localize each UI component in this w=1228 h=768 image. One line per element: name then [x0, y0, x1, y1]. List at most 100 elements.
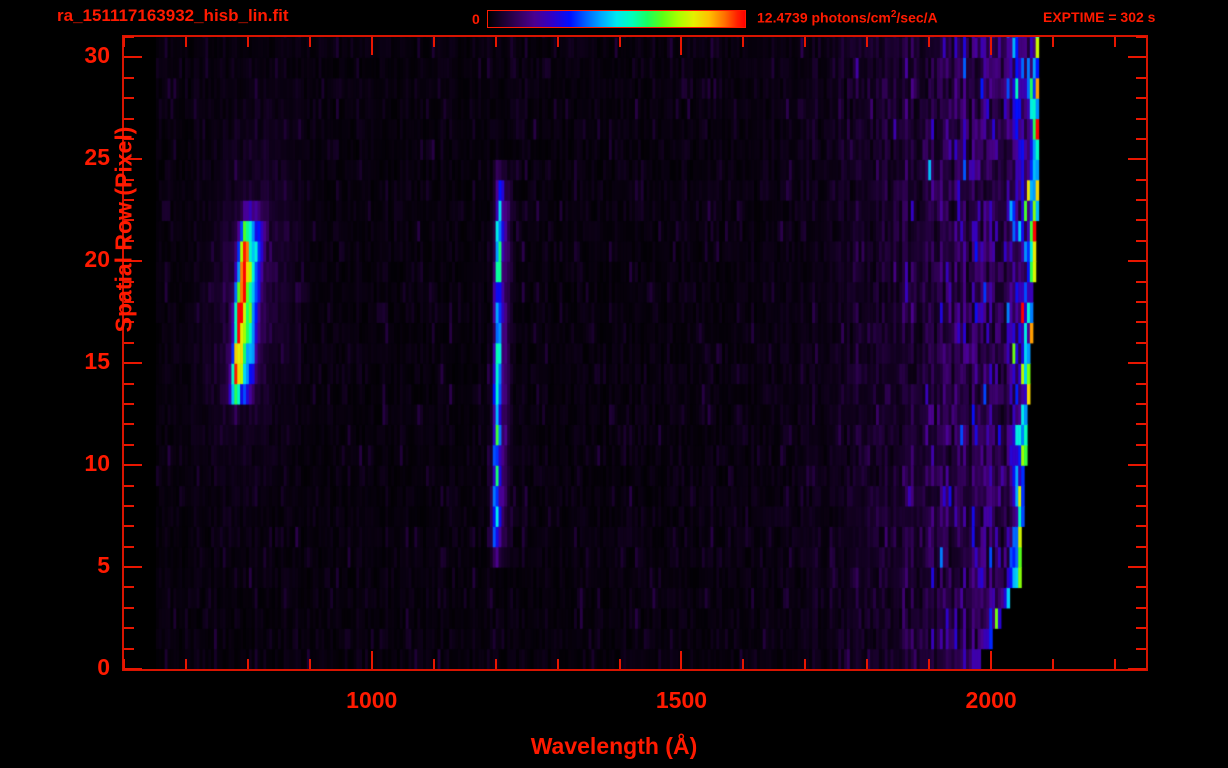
axis-tick — [1052, 659, 1055, 669]
axis-tick — [124, 260, 142, 263]
axis-tick — [124, 504, 134, 507]
axis-tick — [308, 659, 311, 669]
axis-tick — [124, 56, 142, 59]
colorbar-max-value: 12.4739 photons/cm — [757, 9, 891, 26]
axis-tick — [124, 239, 134, 242]
axis-tick — [124, 36, 134, 38]
axis-tick — [308, 37, 311, 47]
axis-tick — [184, 37, 187, 47]
axis-tick — [124, 443, 134, 446]
axis-tick — [124, 301, 134, 304]
axis-tick — [124, 280, 134, 283]
x-tick-label: 2000 — [965, 687, 1017, 713]
axis-tick — [1136, 525, 1146, 528]
y-tick-label: 30 — [84, 42, 110, 69]
plot-frame — [122, 35, 1148, 671]
axis-tick — [1128, 260, 1146, 263]
axis-tick — [370, 651, 373, 669]
axis-tick — [124, 668, 142, 670]
axis-tick — [124, 464, 142, 467]
axis-tick — [804, 37, 807, 47]
x-tick-label: 1000 — [346, 687, 398, 713]
axis-tick — [1114, 37, 1117, 47]
axis-tick — [1136, 586, 1146, 589]
axis-tick — [124, 586, 134, 589]
x-axis-title: Wavelength (Å) — [0, 733, 1228, 760]
axis-tick — [124, 545, 134, 548]
axis-tick — [1136, 423, 1146, 426]
y-tick-label: 0 — [97, 654, 110, 680]
axis-tick — [1136, 301, 1146, 304]
axis-tick — [1136, 117, 1146, 120]
spectrogram-canvas — [124, 37, 1146, 669]
axis-tick — [742, 37, 745, 47]
axis-tick — [1136, 199, 1146, 202]
colorbar-max-label: 12.4739 photons/cm2/sec/A — [757, 9, 938, 26]
axis-tick — [556, 659, 559, 669]
axis-tick — [123, 659, 125, 669]
axis-tick — [246, 659, 249, 669]
y-tick-label: 15 — [84, 348, 110, 375]
x-axis-title-tail: ) — [689, 733, 698, 759]
colorbar — [487, 10, 746, 28]
axis-tick — [1128, 566, 1146, 569]
axis-tick — [1136, 627, 1146, 630]
axis-tick — [680, 37, 683, 55]
axis-tick — [1136, 76, 1146, 79]
axis-tick — [742, 659, 745, 669]
axis-tick — [246, 37, 249, 47]
axis-tick — [370, 37, 373, 55]
axis-tick — [124, 158, 142, 161]
axis-tick — [928, 659, 931, 669]
exptime-label: EXPTIME = 302 s — [1043, 9, 1156, 25]
axis-tick — [1114, 659, 1117, 669]
axis-tick — [990, 651, 993, 669]
axis-tick — [1052, 37, 1055, 47]
axis-tick — [124, 76, 134, 79]
axis-tick — [804, 659, 807, 669]
x-axis-title-text: Wavelength ( — [530, 733, 673, 759]
axis-tick — [124, 484, 134, 487]
axis-tick — [1136, 382, 1146, 385]
colorbar-max-exponent: 2 — [890, 9, 897, 20]
axis-tick — [1136, 137, 1146, 140]
axis-tick — [1136, 443, 1146, 446]
axis-tick — [184, 659, 187, 669]
axis-tick — [1128, 362, 1146, 365]
axis-tick — [124, 382, 134, 385]
axis-tick — [1128, 464, 1146, 467]
axis-tick — [618, 659, 621, 669]
axis-tick — [124, 97, 134, 100]
axis-tick — [1136, 36, 1146, 38]
axis-tick — [556, 37, 559, 47]
axis-tick — [1136, 341, 1146, 344]
axis-tick — [1136, 178, 1146, 181]
axis-tick — [494, 659, 497, 669]
axis-tick — [124, 178, 134, 181]
axis-tick — [124, 647, 134, 650]
axis-tick — [1136, 239, 1146, 242]
axis-tick — [432, 659, 435, 669]
axis-tick — [124, 525, 134, 528]
axis-tick — [866, 659, 869, 669]
axis-tick — [1136, 280, 1146, 283]
axis-tick — [1136, 606, 1146, 609]
axis-tick — [618, 37, 621, 47]
axis-tick — [494, 37, 497, 47]
y-tick-label: 20 — [84, 246, 110, 273]
y-tick-label: 10 — [84, 450, 110, 477]
axis-tick — [124, 117, 134, 120]
page-title: ra_151117163932_hisb_lin.fit — [57, 6, 289, 25]
x-tick-label: 1500 — [655, 687, 708, 713]
axis-tick — [866, 37, 869, 47]
y-tick-label: 25 — [84, 144, 110, 171]
axis-tick — [1136, 484, 1146, 487]
axis-tick — [1128, 158, 1146, 161]
axis-tick — [124, 566, 142, 569]
axis-tick — [124, 362, 142, 365]
axis-tick — [928, 37, 931, 47]
axis-tick — [680, 651, 683, 669]
colorbar-max-tail: /sec/A — [896, 9, 938, 26]
y-axis-title: Spatial Row (Pixel) — [110, 126, 137, 333]
colorbar-min-label: 0 — [472, 11, 480, 27]
